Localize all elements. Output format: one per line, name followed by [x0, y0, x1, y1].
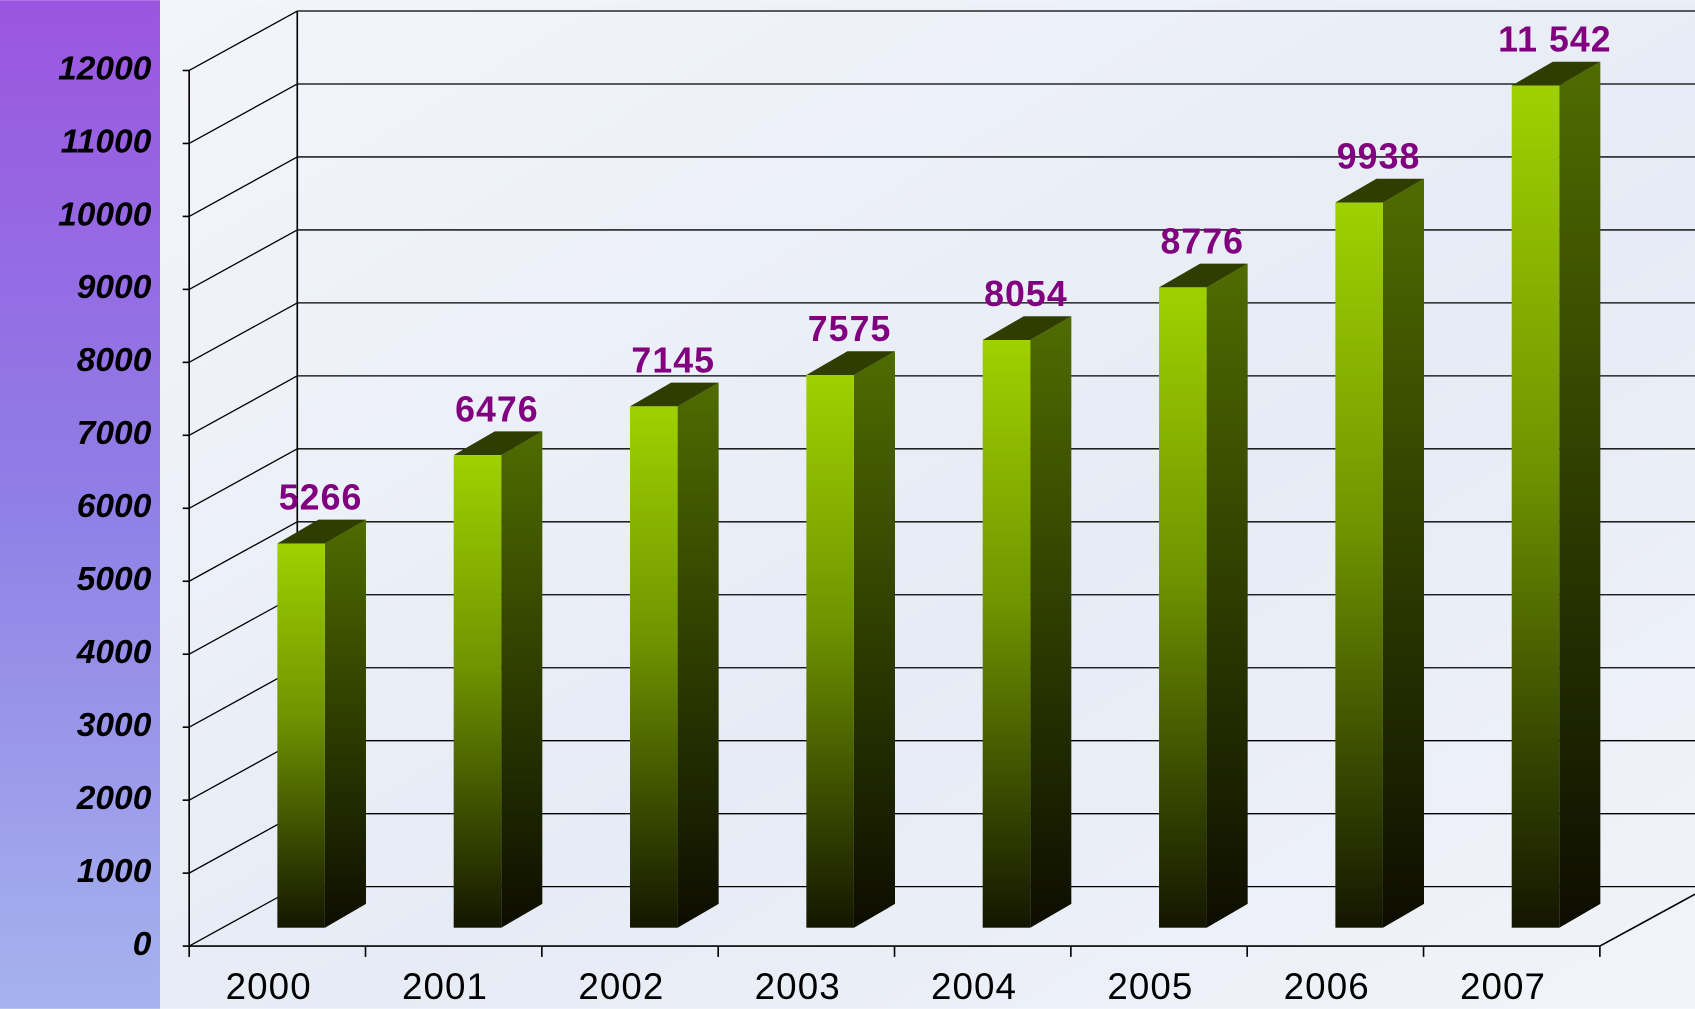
bar-side — [501, 431, 543, 928]
value-label: 11 542 — [1498, 20, 1612, 60]
y-tick-label: 12000 — [58, 50, 152, 87]
y-tick-label: 3000 — [77, 707, 152, 744]
y-tick-label: 7000 — [77, 415, 152, 452]
bar-top — [1335, 178, 1425, 203]
floor-edge — [1599, 893, 1695, 947]
grid-line — [188, 83, 298, 145]
grid-line — [188, 375, 298, 436]
value-label: 7575 — [808, 309, 892, 349]
bar — [277, 543, 325, 928]
y-tick-label: 0 — [133, 926, 152, 963]
x-tick-label: 2004 — [931, 966, 1017, 1007]
y-tick-label: 1000 — [77, 853, 152, 890]
x-tick-label: 2006 — [1284, 966, 1370, 1007]
x-tick-label: 2002 — [578, 966, 664, 1007]
x-tick-label: 2000 — [226, 966, 312, 1007]
y-tick-label: 6000 — [77, 488, 152, 525]
bar-side — [324, 519, 366, 928]
value-label: 8054 — [984, 274, 1068, 314]
y-tick-label: 2000 — [76, 780, 152, 817]
bar-side — [1030, 316, 1072, 928]
bar-top — [982, 316, 1072, 341]
grid-line — [188, 10, 298, 72]
bar — [1159, 287, 1207, 928]
bar-top — [277, 519, 366, 544]
bar-top — [1159, 263, 1248, 288]
value-label: 8776 — [1160, 222, 1244, 262]
x-tick-label: 2005 — [1107, 966, 1193, 1007]
value-label: 7145 — [631, 341, 715, 381]
grid-line — [188, 229, 298, 290]
grid-line — [188, 302, 298, 363]
bar — [1335, 202, 1383, 928]
y-tick-label: 5000 — [77, 561, 152, 598]
value-label: 5266 — [279, 478, 363, 518]
bar — [630, 406, 678, 928]
grid-line — [188, 448, 298, 509]
bar-top — [630, 382, 719, 407]
value-label: 6476 — [455, 389, 539, 429]
y-tick-label: 8000 — [77, 342, 152, 379]
bar — [1511, 85, 1560, 928]
y-tick-label: 9000 — [77, 269, 152, 306]
grid-line — [188, 156, 298, 217]
side-strip — [0, 0, 160, 1009]
bar — [982, 340, 1031, 928]
bar-side — [1382, 178, 1425, 928]
x-tick-label: 2001 — [402, 966, 488, 1007]
bar-side — [1206, 263, 1248, 928]
bar — [806, 374, 854, 928]
x-tick-label: 2003 — [755, 966, 841, 1007]
bar-top — [806, 351, 895, 375]
bar-top — [1511, 61, 1601, 86]
bar-side — [853, 351, 895, 928]
bar-side — [1559, 61, 1601, 928]
bar — [453, 455, 502, 928]
grid-line — [188, 521, 298, 582]
y-tick-label: 10000 — [58, 196, 152, 233]
bar-side — [677, 382, 719, 928]
x-tick-label: 2007 — [1460, 966, 1546, 1007]
value-label: 9938 — [1337, 137, 1421, 177]
y-tick-label: 11000 — [61, 123, 152, 160]
y-tick-label: 4000 — [76, 634, 152, 671]
bar-top — [453, 431, 543, 456]
